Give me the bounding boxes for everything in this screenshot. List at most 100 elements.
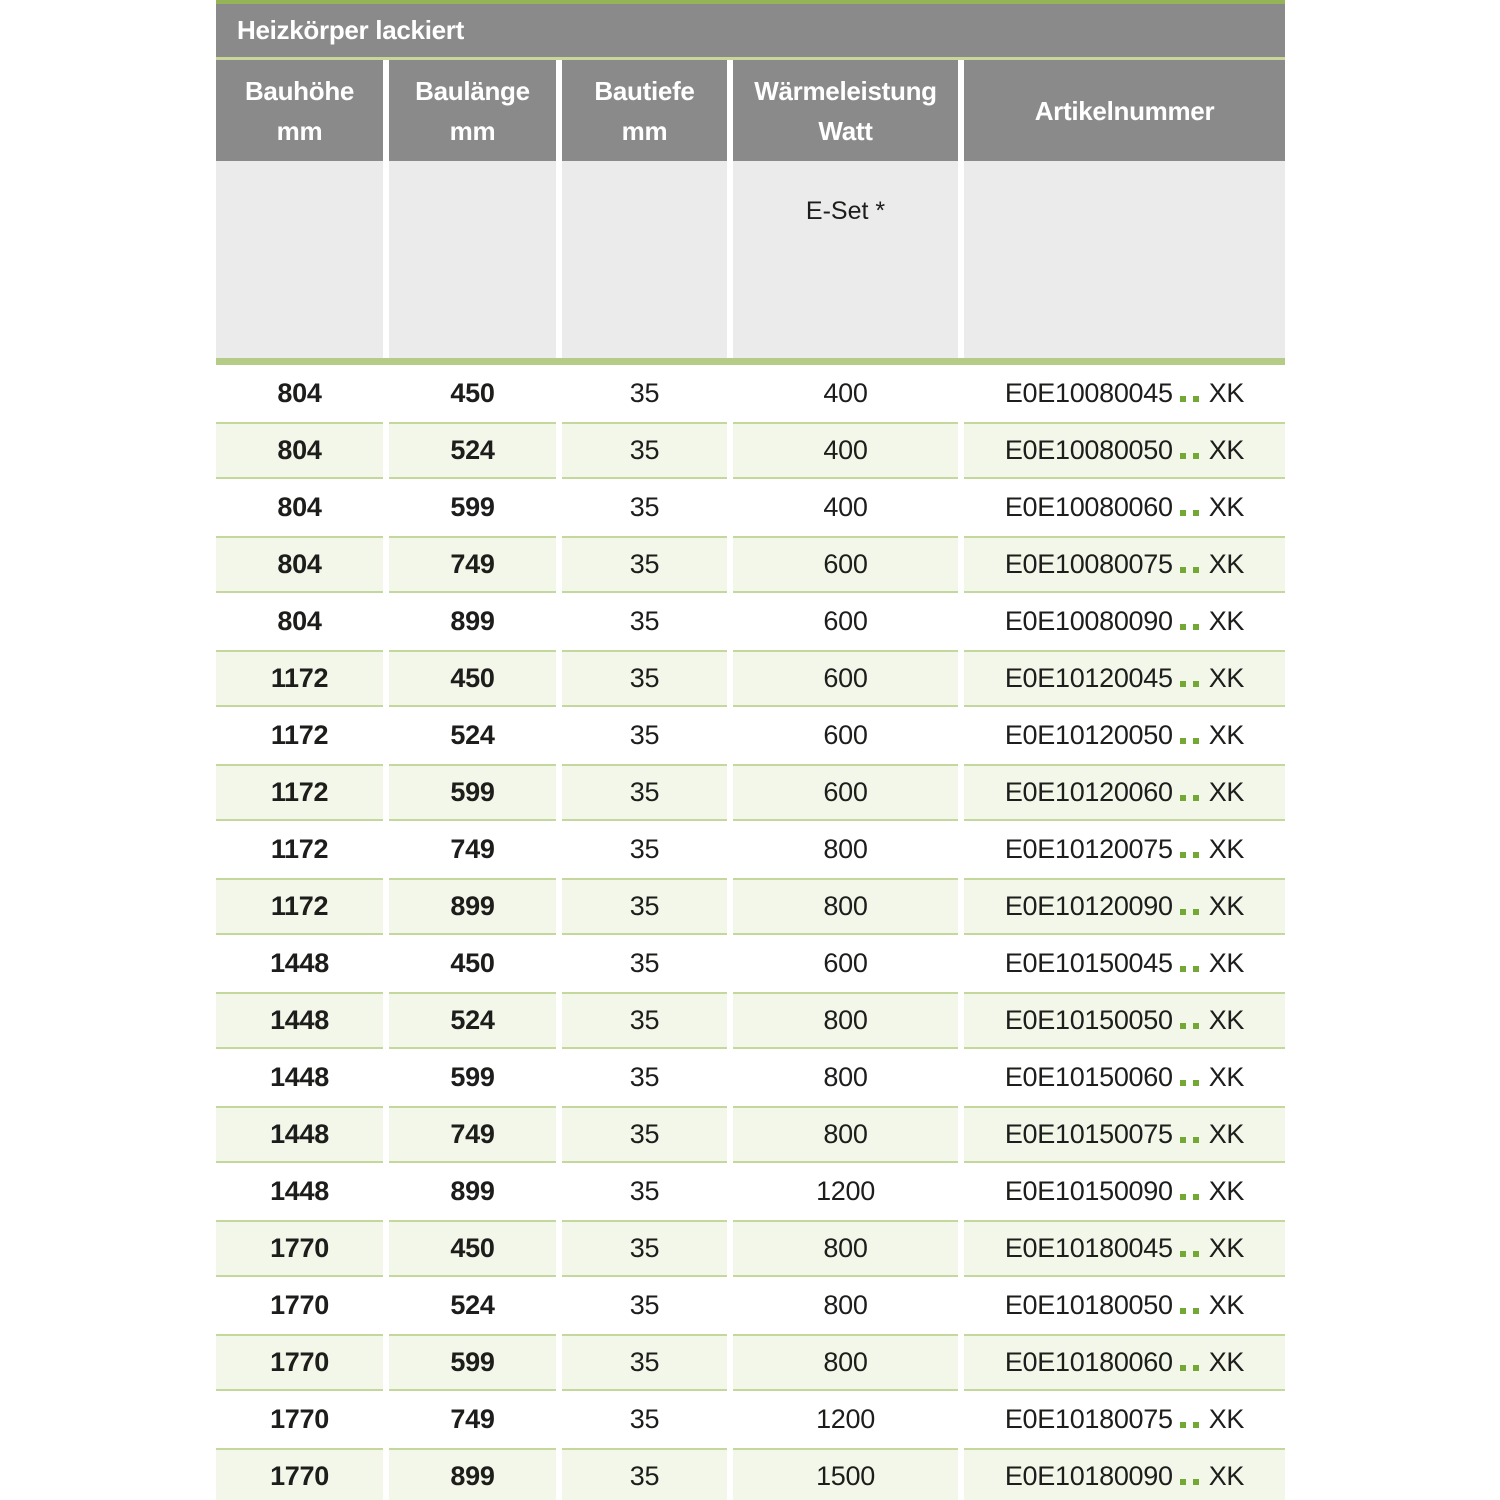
green-dot-icon <box>1192 738 1199 744</box>
cell-baulaenge: 899 <box>389 1448 556 1500</box>
artikel-prefix: E0E10180075 <box>1004 1404 1173 1434</box>
green-dot-icon <box>1179 909 1186 915</box>
cell-waermeleistung: 800 <box>733 992 958 1049</box>
cell-artikelnummer: E0E10150045 XK <box>964 935 1285 992</box>
column-header-label: Wärmeleistung <box>754 75 937 106</box>
cell-waermeleistung: 400 <box>823 378 868 408</box>
cell-bauhoehe: 804 <box>277 492 322 522</box>
artikelnummer: E0E10180060 XK <box>1004 1347 1245 1378</box>
subheader-cell-waermeleistung: E-Set * <box>733 161 958 358</box>
cell-bautiefe: 35 <box>562 1220 727 1277</box>
artikelnummer: E0E10120060 XK <box>1005 777 1245 808</box>
cell-waermeleistung: 600 <box>823 720 868 750</box>
artikel-suffix: XK <box>1208 1404 1245 1434</box>
green-dot-icon <box>1192 909 1199 915</box>
cell-waermeleistung: 600 <box>733 536 958 593</box>
cell-bautiefe: 35 <box>629 1404 660 1434</box>
cell-bautiefe: 35 <box>629 834 660 864</box>
subheader-cell-artikelnummer <box>964 161 1285 358</box>
cell-artikelnummer: E0E10150075 XK <box>964 1106 1285 1163</box>
artikelnummer: E0E10120090 XK <box>1004 891 1245 922</box>
table-row: 1448 599 35 800 E0E10150060 XK <box>216 1049 1285 1106</box>
cell-bauhoehe: 1770 <box>270 1404 329 1434</box>
artikel-prefix: E0E10120075 <box>1004 834 1173 864</box>
table-row: 804 749 35 600 E0E10080075 XK <box>216 536 1285 593</box>
table-row: 1172 599 35 600 E0E10120060 XK <box>216 764 1285 821</box>
cell-baulaenge: 599 <box>389 1334 556 1391</box>
column-header-bauhoehe: Bauhöhe mm <box>216 60 383 161</box>
cell-bautiefe: 35 <box>562 764 727 821</box>
green-dot-icon <box>1192 1023 1199 1029</box>
cell-bauhoehe: 1448 <box>270 948 329 978</box>
cell-bautiefe: 35 <box>562 992 727 1049</box>
cell-waermeleistung: 800 <box>733 1106 958 1163</box>
artikel-prefix: E0E10150075 <box>1004 1119 1173 1149</box>
column-header-unit: mm <box>276 115 323 146</box>
artikelnummer: E0E10080075 XK <box>1005 549 1245 580</box>
column-header-baulaenge: Baulänge mm <box>389 60 556 161</box>
subheader-cell-bautiefe <box>562 161 727 358</box>
green-dot-icon <box>1179 1308 1186 1314</box>
table-row: 1448 749 35 800 E0E10150075 XK <box>216 1106 1285 1163</box>
green-dot-icon <box>1179 567 1186 573</box>
green-dot-icon <box>1179 510 1186 516</box>
artikel-prefix: E0E10150060 <box>1004 1062 1173 1092</box>
artikel-suffix: XK <box>1208 891 1245 921</box>
cell-bautiefe: 35 <box>562 536 727 593</box>
artikelnummer: E0E10180090 XK <box>1005 1461 1245 1492</box>
cell-bauhoehe: 1448 <box>216 992 383 1049</box>
cell-bauhoehe: 804 <box>277 378 322 408</box>
green-dot-icon <box>1192 624 1199 630</box>
artikel-suffix: XK <box>1208 1347 1245 1377</box>
green-dot-icon <box>1192 453 1199 459</box>
cell-bauhoehe: 1172 <box>270 720 329 750</box>
artikel-prefix: E0E10150045 <box>1004 948 1173 978</box>
cell-bautiefe: 35 <box>562 1106 727 1163</box>
artikel-suffix: XK <box>1208 492 1245 522</box>
artikelnummer: E0E10080050 XK <box>1005 435 1245 466</box>
table-row: 1770 749 35 1200 E0E10180075 XK <box>216 1391 1285 1448</box>
cell-artikelnummer: E0E10180090 XK <box>964 1448 1285 1500</box>
cell-waermeleistung: 600 <box>733 764 958 821</box>
artikel-prefix: E0E10180060 <box>1004 1347 1173 1377</box>
artikel-suffix: XK <box>1208 720 1245 750</box>
column-header-unit: mm <box>449 115 496 146</box>
table-row: 804 599 35 400 E0E10080060 XK <box>216 479 1285 536</box>
header-separator-line <box>216 358 1285 365</box>
artikelnummer: E0E10150050 XK <box>1005 1005 1245 1036</box>
green-dot-icon <box>1179 624 1186 630</box>
artikel-prefix: E0E10180045 <box>1004 1233 1173 1263</box>
column-header-label: Bautiefe <box>594 75 695 106</box>
table-row: 1770 524 35 800 E0E10180050 XK <box>216 1277 1285 1334</box>
cell-baulaenge: 524 <box>450 720 495 750</box>
cell-bautiefe: 35 <box>629 606 660 636</box>
cell-artikelnummer: E0E10120045 XK <box>964 650 1285 707</box>
artikel-suffix: XK <box>1208 948 1245 978</box>
artikel-suffix: XK <box>1208 1005 1245 1035</box>
cell-artikelnummer: E0E10120075 XK <box>964 821 1285 878</box>
cell-baulaenge: 599 <box>450 1062 495 1092</box>
cell-waermeleistung: 800 <box>733 1220 958 1277</box>
cell-waermeleistung: 600 <box>733 650 958 707</box>
cell-bauhoehe: 1770 <box>216 1220 383 1277</box>
column-header-bautiefe: Bautiefe mm <box>562 60 727 161</box>
subheader-cell-bauhoehe <box>216 161 383 358</box>
artikel-suffix: XK <box>1208 1176 1245 1206</box>
artikel-suffix: XK <box>1208 549 1245 579</box>
artikel-suffix: XK <box>1208 1233 1245 1263</box>
green-dot-icon <box>1192 966 1199 972</box>
cell-bauhoehe: 1172 <box>216 764 383 821</box>
cell-waermeleistung: 800 <box>733 1334 958 1391</box>
table-row: 1172 450 35 600 E0E10120045 XK <box>216 650 1285 707</box>
artikel-prefix: E0E10080090 <box>1004 606 1173 636</box>
cell-artikelnummer: E0E10120050 XK <box>964 707 1285 764</box>
table-body: 804 450 35 400 E0E10080045 XK 804 524 35 … <box>216 365 1285 1500</box>
table-row: 804 450 35 400 E0E10080045 XK <box>216 365 1285 422</box>
cell-baulaenge: 450 <box>450 378 495 408</box>
artikel-suffix: XK <box>1208 606 1245 636</box>
artikel-prefix: E0E10120090 <box>1004 891 1173 921</box>
table-header-row: Bauhöhe mm Baulänge mm Bautiefe mm Wärme… <box>216 60 1285 161</box>
cell-waermeleistung: 400 <box>733 422 958 479</box>
cell-bautiefe: 35 <box>562 878 727 935</box>
cell-artikelnummer: E0E10150050 XK <box>964 992 1285 1049</box>
